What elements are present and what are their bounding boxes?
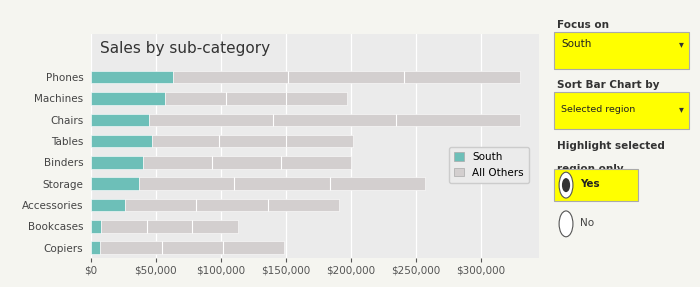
Bar	[125, 199, 339, 211]
Legend: South, All Others: South, All Others	[449, 147, 529, 183]
Text: Sales by sub-category: Sales by sub-category	[100, 41, 270, 56]
Bar	[91, 71, 173, 83]
FancyBboxPatch shape	[554, 92, 690, 129]
Bar	[91, 114, 149, 126]
Text: Highlight selected: Highlight selected	[556, 141, 665, 151]
Text: Sort Bar Chart by: Sort Bar Chart by	[556, 80, 659, 90]
Bar	[91, 156, 143, 168]
Bar	[152, 135, 354, 147]
Bar	[100, 241, 284, 254]
Circle shape	[563, 179, 569, 191]
Circle shape	[559, 211, 573, 237]
Bar	[102, 220, 238, 232]
Bar	[91, 177, 139, 190]
Text: ▾: ▾	[679, 40, 684, 49]
Text: No: No	[580, 218, 594, 228]
Text: South: South	[561, 40, 591, 49]
Bar	[91, 92, 165, 104]
Bar	[143, 156, 351, 168]
FancyBboxPatch shape	[554, 169, 638, 201]
Text: Focus on: Focus on	[556, 20, 609, 30]
Bar	[149, 114, 519, 126]
Text: ▾: ▾	[679, 104, 684, 114]
Bar	[91, 220, 101, 232]
Text: Selected region: Selected region	[561, 104, 636, 114]
Text: region only: region only	[556, 164, 624, 174]
Bar	[91, 199, 125, 211]
Bar	[173, 71, 519, 83]
Bar	[91, 241, 100, 254]
Circle shape	[559, 172, 573, 198]
Bar	[139, 177, 425, 190]
Text: Yes: Yes	[580, 179, 599, 189]
Bar	[91, 135, 152, 147]
Bar	[165, 92, 346, 104]
FancyBboxPatch shape	[554, 32, 690, 69]
